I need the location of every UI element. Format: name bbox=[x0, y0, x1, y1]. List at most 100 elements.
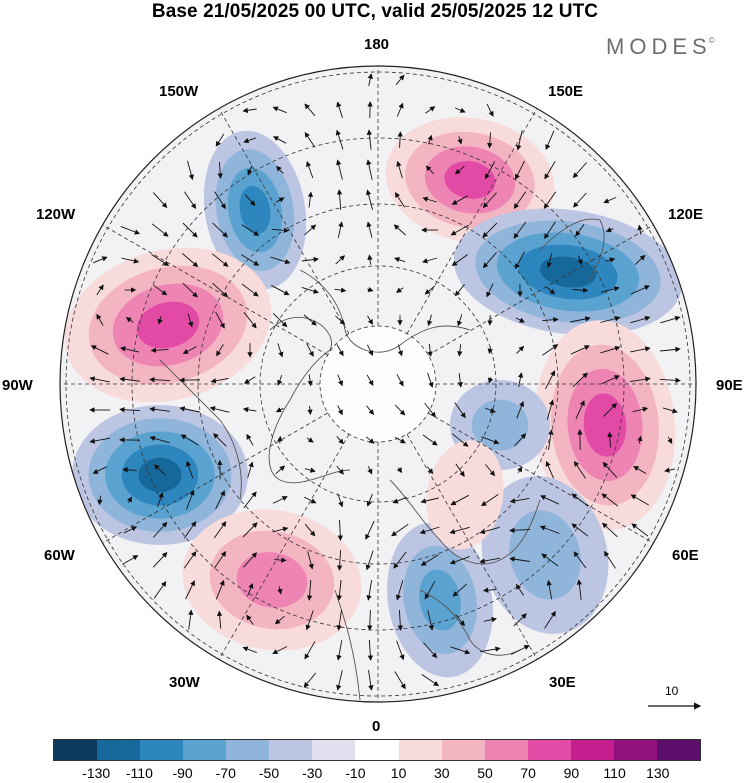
wind-arrow bbox=[601, 522, 618, 538]
wind-arrow bbox=[396, 467, 403, 474]
wind-arrow bbox=[186, 489, 195, 510]
wind-arrow bbox=[545, 460, 555, 479]
wind-arrow bbox=[367, 73, 373, 86]
wind-arrow bbox=[247, 461, 254, 478]
wind-arrow bbox=[396, 160, 403, 179]
wind-arrow bbox=[575, 400, 585, 420]
wind-arrow bbox=[419, 526, 440, 535]
colorbar-tick-label: -90 bbox=[172, 765, 193, 781]
wind-arrow bbox=[365, 550, 374, 571]
wind-arrow bbox=[307, 191, 314, 208]
wind-arrow bbox=[365, 520, 375, 540]
copyright-mark: © bbox=[708, 36, 715, 45]
wind-arrow bbox=[153, 581, 167, 599]
anomaly-low bbox=[387, 522, 493, 678]
wind-arrow bbox=[601, 493, 619, 507]
wind-arrow bbox=[337, 221, 344, 238]
wind-arrow bbox=[304, 467, 316, 473]
wind-arrow bbox=[92, 466, 107, 474]
wind-arrow bbox=[454, 165, 465, 175]
wind-arrow bbox=[336, 344, 344, 357]
wind-arrow bbox=[545, 130, 555, 151]
wind-arrow bbox=[394, 671, 406, 690]
wind-arrow bbox=[365, 436, 375, 444]
wind-arrow bbox=[601, 286, 620, 293]
wind-arrow bbox=[241, 283, 259, 297]
wind-arrow bbox=[457, 373, 463, 388]
colorbar-swatch bbox=[570, 740, 614, 760]
wind-arrow bbox=[277, 343, 284, 358]
wind-arrow bbox=[425, 165, 434, 175]
wind-arrow bbox=[304, 496, 317, 504]
wind-arrow bbox=[600, 375, 620, 385]
anomaly-contour bbox=[426, 440, 504, 550]
coastline-arctic bbox=[299, 269, 471, 353]
lon-label-120e: 120E bbox=[668, 206, 704, 223]
coastline-canada bbox=[159, 359, 242, 501]
wind-arrow bbox=[337, 493, 344, 508]
wind-arrow bbox=[396, 102, 404, 117]
wind-arrow bbox=[637, 224, 643, 235]
wind-arrow bbox=[510, 645, 530, 655]
wind-arrow bbox=[366, 580, 373, 601]
wind-arrow bbox=[393, 551, 407, 569]
wind-arrow bbox=[427, 314, 433, 327]
wind-arrow bbox=[603, 402, 618, 417]
wind-arrow bbox=[241, 254, 260, 266]
wind-arrow bbox=[96, 284, 104, 296]
wind-arrow bbox=[480, 494, 499, 507]
anomaly-high bbox=[426, 440, 504, 550]
wind-arrow bbox=[366, 344, 374, 357]
wind-arrow bbox=[336, 465, 344, 475]
wind-arrow bbox=[479, 526, 500, 535]
wind-arrow bbox=[306, 579, 313, 601]
colorbar-tick-label: -50 bbox=[258, 765, 280, 781]
wind-arrow bbox=[452, 583, 468, 597]
wind-vectors bbox=[89, 73, 681, 691]
colorbar-tick-label: -30 bbox=[302, 765, 323, 781]
wind-arrow bbox=[335, 255, 346, 265]
wind-arrow bbox=[246, 433, 254, 446]
wind-arrow bbox=[487, 377, 494, 384]
wind-arrow bbox=[182, 222, 198, 238]
wind-arrow bbox=[152, 552, 168, 568]
wind-arrow bbox=[301, 286, 319, 294]
wind-arrow bbox=[151, 223, 169, 237]
wind-arrow bbox=[420, 554, 439, 566]
wind-arrow bbox=[367, 254, 373, 265]
wind-arrow bbox=[336, 610, 342, 631]
wind-arrow bbox=[211, 253, 229, 267]
wind-arrow bbox=[179, 406, 200, 413]
wind-arrow bbox=[366, 493, 373, 507]
wind-arrow bbox=[422, 434, 438, 446]
wind-arrow bbox=[336, 670, 343, 691]
wind-arrow bbox=[455, 614, 465, 627]
wind-arrow bbox=[152, 521, 168, 538]
wind-arrow bbox=[514, 251, 525, 270]
wind-arrow bbox=[516, 400, 525, 419]
wind-arrow bbox=[509, 556, 530, 562]
wind-arrow bbox=[542, 344, 559, 356]
wind-arrow bbox=[304, 523, 316, 537]
wind-arrow bbox=[482, 192, 497, 209]
wind-arrow bbox=[516, 130, 523, 151]
wind-arrow bbox=[274, 615, 285, 625]
wind-arrow bbox=[515, 583, 524, 596]
wind-arrow bbox=[93, 256, 108, 264]
wind-arrow bbox=[304, 103, 316, 117]
wind-arrow bbox=[479, 557, 500, 564]
wind-arrow bbox=[367, 466, 373, 475]
wind-arrow bbox=[272, 106, 287, 114]
brand-name: MODES bbox=[606, 34, 712, 59]
wind-arrow bbox=[393, 224, 406, 236]
anomaly-contour bbox=[239, 186, 271, 234]
wind-arrow bbox=[423, 642, 438, 659]
wind-arrow bbox=[209, 406, 230, 413]
wind-arrow bbox=[367, 315, 373, 325]
wind-arrow bbox=[336, 159, 343, 180]
wind-arrow bbox=[366, 405, 375, 415]
colorbar-tick-label: -70 bbox=[215, 765, 236, 781]
wind-arrow bbox=[541, 553, 559, 567]
anomaly-high bbox=[64, 247, 272, 403]
wind-arrow bbox=[451, 254, 468, 267]
